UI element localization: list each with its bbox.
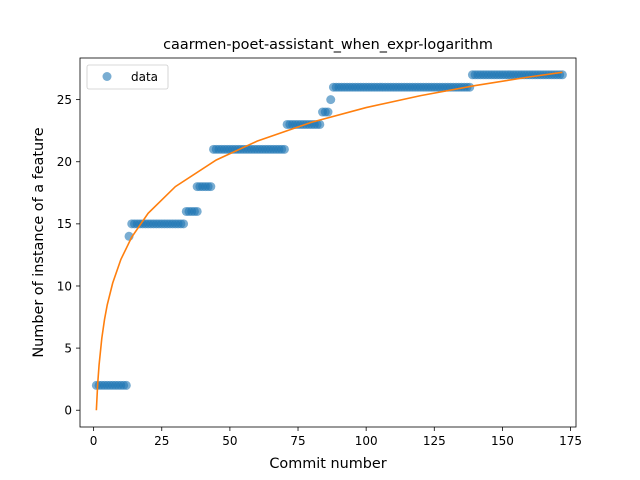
x-tick-label: 75 (290, 434, 305, 448)
y-tick-label: 20 (57, 155, 72, 169)
legend-box (86, 64, 169, 90)
x-tick-label: 50 (222, 434, 237, 448)
chart-title: caarmen-poet-assistant_when_expr-logarit… (163, 37, 493, 53)
x-tick-label: 150 (491, 434, 514, 448)
x-tick-label: 100 (355, 434, 378, 448)
x-tick-label: 175 (559, 434, 582, 448)
fit-line (95, 71, 563, 411)
x-tick-label: 25 (154, 434, 169, 448)
data-point (121, 380, 131, 390)
y-tick-label: 15 (57, 217, 72, 231)
x-axis: 0 25 50 75 100 125 150 175 (90, 427, 582, 448)
data-point (557, 70, 567, 80)
y-tick-label: 0 (64, 404, 72, 418)
data-point (179, 219, 189, 229)
data-point (206, 182, 216, 192)
x-axis-label: Commit number (269, 456, 386, 472)
data-point (315, 119, 325, 129)
x-tick-label: 0 (90, 434, 98, 448)
legend-marker (102, 72, 112, 81)
plot-frame (79, 57, 577, 428)
y-axis: 0 5 10 15 20 25 (57, 93, 80, 418)
data-point (326, 95, 336, 105)
data-point (192, 206, 202, 216)
y-tick-label: 5 (64, 341, 72, 355)
plot-marks (91, 70, 567, 411)
legend-label: data (131, 70, 158, 84)
data-point (323, 107, 333, 117)
legend: data (86, 64, 169, 90)
y-tick-label: 10 (57, 279, 72, 293)
data-point (279, 144, 289, 154)
x-tick-label: 125 (423, 434, 446, 448)
y-tick-label: 25 (57, 93, 72, 107)
y-axis-label: Number of instance of a feature (31, 127, 47, 357)
